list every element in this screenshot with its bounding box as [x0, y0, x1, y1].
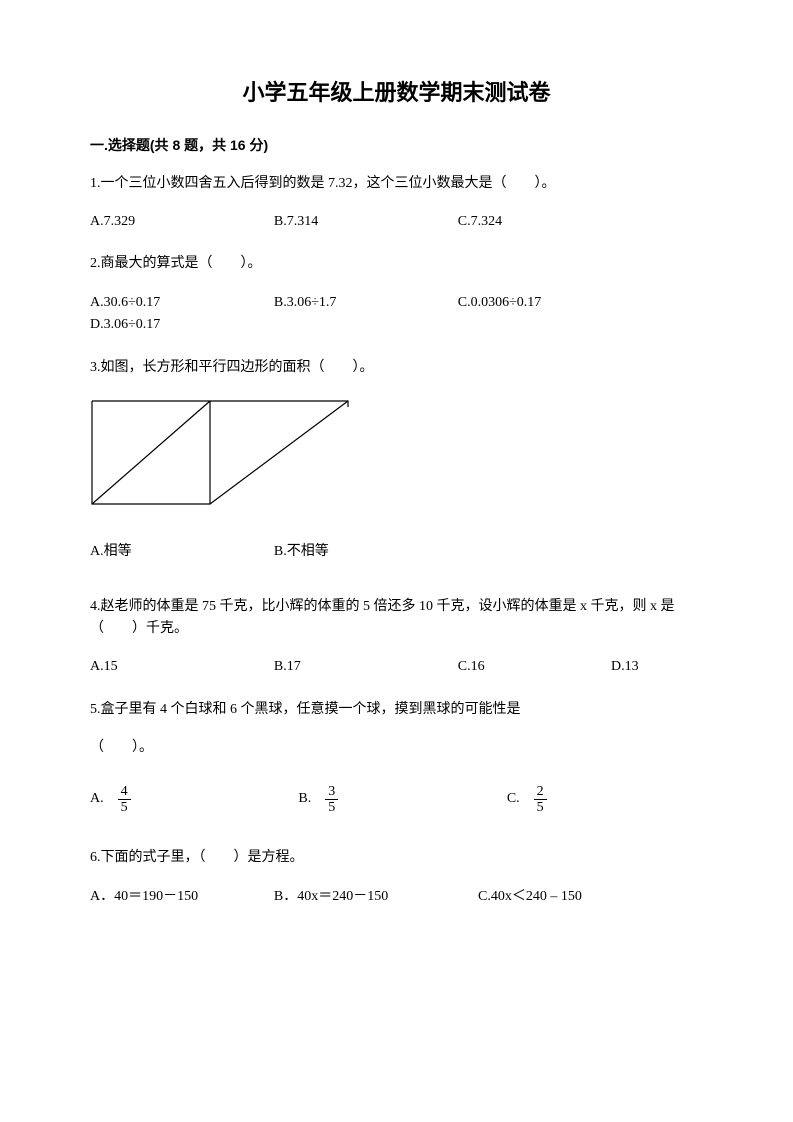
q2-opt-b: B.3.06÷1.7 [274, 292, 458, 314]
q4-text: 4.赵老师的体重是 75 千克，比小辉的体重的 5 倍还多 10 千克，设小辉的… [90, 596, 703, 641]
q1-options: A.7.329 B.7.314 C.7.324 [90, 211, 703, 233]
q6-opt-a: A．40＝190－150 [90, 886, 274, 908]
q6-opt-c: C.40x＜240 – 150 [478, 886, 582, 908]
parallelogram-top [210, 401, 348, 407]
q5-a-fraction: 4 5 [118, 784, 131, 816]
q5-opt-a: A. 4 5 [90, 784, 298, 816]
question-5: 5.盒子里有 4 个白球和 6 个黑球，任意摸一个球，摸到黑球的可能性是 （ ）… [90, 699, 703, 816]
q5-blank: （ ）。 [90, 737, 703, 759]
q5-opt-b: B. 3 5 [298, 784, 506, 816]
q3-text: 3.如图，长方形和平行四边形的面积（ ）。 [90, 357, 703, 379]
q5-c-num: 2 [534, 784, 547, 800]
question-6: 6.下面的式子里，（ ）是方程。 A．40＝190－150 B．40x＝240－… [90, 847, 703, 908]
question-3: 3.如图，长方形和平行四边形的面积（ ）。 A.相等 B.不相等 [90, 357, 703, 564]
q5-b-num: 3 [325, 784, 338, 800]
q4-options: A.15 B.17 C.16 D.13 [90, 656, 703, 678]
q2-text: 2.商最大的算式是（ ）。 [90, 253, 703, 275]
page-title: 小学五年级上册数学期末测试卷 [90, 75, 703, 110]
q6-options: A．40＝190－150 B．40x＝240－150 C.40x＜240 – 1… [90, 886, 703, 908]
q1-opt-c: C.7.324 [458, 211, 642, 233]
q5-b-den: 5 [325, 800, 338, 815]
question-2: 2.商最大的算式是（ ）。 A.30.6÷0.17 B.3.06÷1.7 C.0… [90, 253, 703, 336]
q6-opt-b: B．40x＝240－150 [274, 886, 478, 908]
q5-text: 5.盒子里有 4 个白球和 6 个黑球，任意摸一个球，摸到黑球的可能性是 [90, 699, 703, 721]
rect-parallelogram-svg [90, 399, 350, 509]
q1-opt-a: A.7.329 [90, 211, 274, 233]
q5-c-fraction: 2 5 [534, 784, 547, 816]
question-1: 1.一个三位小数四舍五入后得到的数是 7.32，这个三位小数最大是（ ）。 A.… [90, 173, 703, 234]
q4-opt-b: B.17 [274, 656, 458, 678]
q3-opt-a: A.相等 [90, 541, 274, 563]
q4-opt-c: C.16 [458, 656, 611, 678]
q5-b-label: B. [298, 788, 311, 810]
q5-a-label: A. [90, 788, 104, 810]
section-header: 一.选择题(共 8 题，共 16 分) [90, 134, 703, 156]
q4-opt-a: A.15 [90, 656, 274, 678]
q5-a-den: 5 [118, 800, 131, 815]
q5-c-label: C. [507, 788, 520, 810]
q3-diagram [90, 399, 703, 517]
q2-opt-a: A.30.6÷0.17 [90, 292, 274, 314]
parallelogram-diag2 [92, 401, 210, 504]
q1-opt-b: B.7.314 [274, 211, 458, 233]
question-4: 4.赵老师的体重是 75 千克，比小辉的体重的 5 倍还多 10 千克，设小辉的… [90, 596, 703, 679]
q5-c-den: 5 [534, 800, 547, 815]
q5-opt-c: C. 2 5 [507, 784, 547, 816]
q5-a-num: 4 [118, 784, 131, 800]
q5-options: A. 4 5 B. 3 5 C. 2 5 [90, 784, 703, 816]
parallelogram-diag1 [210, 401, 348, 504]
q2-opt-c: C.0.0306÷0.17 [458, 292, 642, 314]
q2-options: A.30.6÷0.17 B.3.06÷1.7 C.0.0306÷0.17 D.3… [90, 292, 703, 337]
q1-text: 1.一个三位小数四舍五入后得到的数是 7.32，这个三位小数最大是（ ）。 [90, 173, 703, 195]
q3-opt-b: B.不相等 [274, 541, 458, 563]
q4-opt-d: D.13 [611, 656, 639, 678]
q5-b-fraction: 3 5 [325, 784, 338, 816]
q6-text: 6.下面的式子里，（ ）是方程。 [90, 847, 703, 869]
q2-opt-d: D.3.06÷0.17 [90, 314, 160, 336]
q3-options: A.相等 B.不相等 [90, 541, 703, 563]
